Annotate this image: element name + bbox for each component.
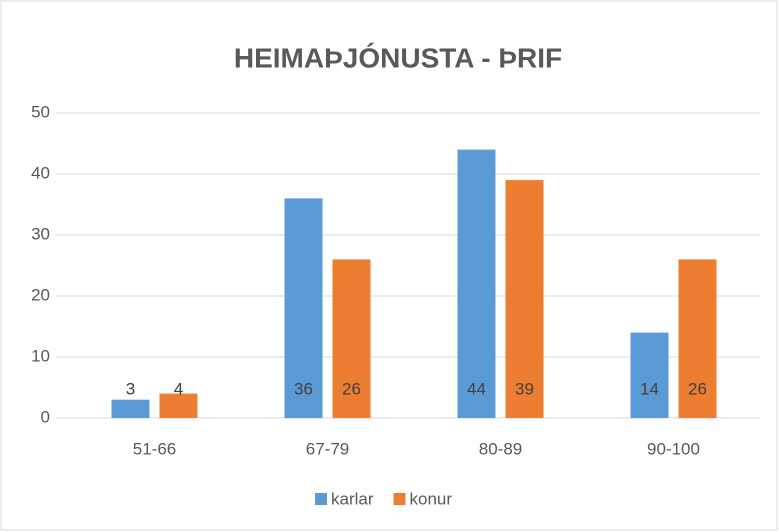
y-tick-label: 20 (31, 285, 50, 304)
y-tick-label: 40 (31, 163, 50, 182)
x-tick-label: 67-79 (306, 439, 349, 458)
bar (284, 198, 323, 418)
data-label: 39 (515, 379, 534, 398)
bar (630, 332, 669, 418)
data-label: 14 (640, 379, 659, 398)
legend-label: karlar (331, 489, 374, 508)
x-tick-label: 80-89 (479, 439, 522, 458)
legend-swatch (393, 493, 406, 505)
bar (678, 259, 717, 418)
bar (159, 393, 198, 418)
x-tick-label: 90-100 (647, 439, 700, 458)
bar (332, 259, 371, 418)
bar (457, 149, 496, 418)
data-label: 4 (174, 379, 183, 398)
data-label: 26 (688, 379, 707, 398)
legend-label: konur (410, 489, 453, 508)
data-label: 3 (126, 379, 135, 398)
bar (505, 180, 544, 418)
chart-title: HEIMAÞJÓNUSTA - ÞRIF (234, 42, 562, 73)
data-label: 36 (294, 379, 313, 398)
legend-swatch (315, 493, 327, 505)
bar (111, 399, 150, 418)
data-label: 44 (467, 379, 486, 398)
y-tick-label: 30 (31, 224, 50, 243)
y-tick-label: 10 (31, 346, 50, 365)
y-tick-label: 0 (41, 407, 50, 426)
y-tick-label: 50 (31, 102, 50, 121)
x-tick-label: 51-66 (133, 439, 176, 458)
data-label: 26 (342, 379, 361, 398)
